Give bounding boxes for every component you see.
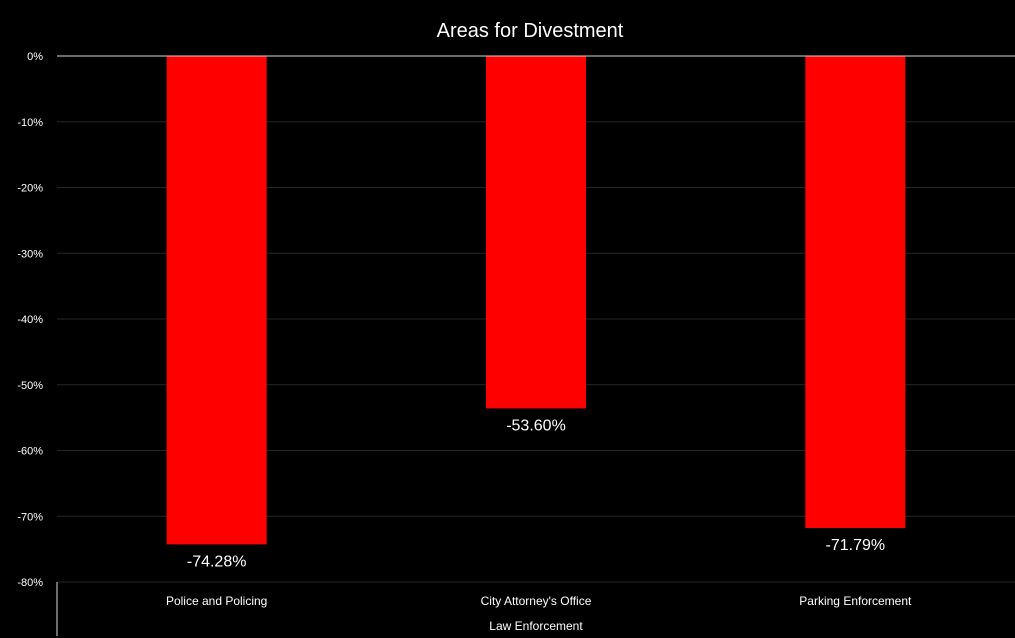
- category-label: Parking Enforcement: [799, 594, 912, 608]
- data-label: -71.79%: [826, 537, 886, 554]
- y-tick-label: -60%: [17, 446, 43, 458]
- category-group-label: Law Enforcement: [489, 619, 583, 633]
- y-tick-label: -70%: [17, 511, 43, 523]
- category-labels: Police and Policing City Attorney's Offic…: [166, 594, 912, 608]
- y-tick-label: -40%: [17, 314, 43, 326]
- bar: [486, 56, 586, 409]
- category-label: Police and Policing: [166, 594, 267, 608]
- axes: [56, 55, 1015, 636]
- category-label: City Attorney's Office: [481, 594, 592, 608]
- y-tick-label: -30%: [17, 248, 43, 260]
- bars: [166, 56, 906, 545]
- y-tick-label: -20%: [17, 183, 43, 195]
- bar: [805, 56, 906, 529]
- data-label: -74.28%: [187, 553, 247, 570]
- y-tick-label: -80%: [17, 577, 43, 589]
- data-label: -53.60%: [506, 417, 566, 434]
- chart-title: Areas for Divestment: [437, 20, 624, 42]
- y-tick-label: 0%: [27, 51, 43, 63]
- bar: [166, 56, 267, 545]
- y-tick-label: -50%: [17, 380, 43, 392]
- data-labels: -74.28% -53.60% -71.79%: [187, 417, 885, 570]
- y-tick-label: -10%: [17, 117, 43, 129]
- y-axis-ticks: 0% -10% -20% -30% -40% -50% -60% -70% -80%: [17, 51, 43, 589]
